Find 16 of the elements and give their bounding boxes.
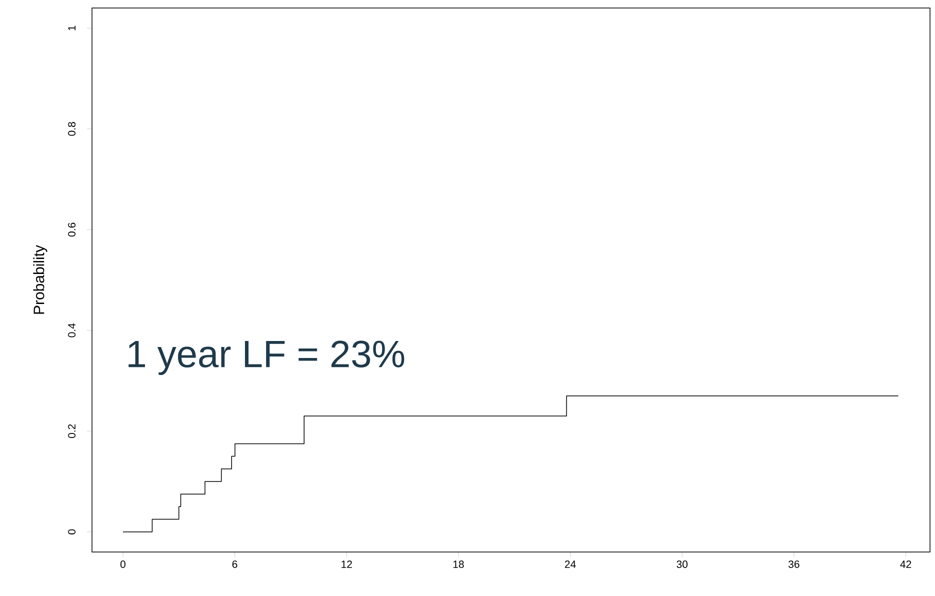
y-tick-label: 0.8 (68, 122, 76, 136)
y-axis-title: Probability (33, 245, 48, 314)
y-tick-label: 0.6 (68, 222, 76, 237)
annotation: 1 year LF = 23% (128, 340, 404, 376)
x-tick-label: 6 (232, 560, 238, 568)
x-tick-label: 18 (453, 560, 464, 568)
y-tick-label: 0 (68, 529, 76, 534)
x-tick-label: 12 (342, 560, 352, 568)
x-tick-label: 0 (120, 560, 126, 568)
x-tick-label: 36 (788, 560, 800, 568)
x-tick-label: 24 (564, 560, 576, 568)
y-tick-label: 1 (68, 26, 76, 30)
y-tick-label: 0.4 (68, 323, 76, 338)
x-tick-label: 42 (900, 560, 912, 568)
y-tick-label: 0.2 (68, 424, 76, 438)
x-tick-label: 30 (676, 560, 688, 568)
